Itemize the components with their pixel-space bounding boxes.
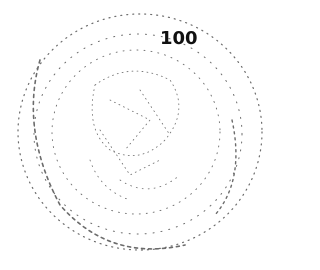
center-motif [90, 71, 180, 200]
motif-lower [90, 160, 180, 200]
page: {"label": "100"} 100 (() => { const data… [0, 0, 280, 270]
motif-outline [92, 71, 179, 156]
stamp-drawing: 100 [0, 0, 280, 270]
left-edge-shading [33, 60, 185, 249]
motif-strokes [100, 90, 170, 175]
inner-ring [52, 50, 220, 214]
middle-ring [34, 34, 242, 234]
denomination: 100 [160, 28, 198, 49]
right-edge-shading [215, 120, 236, 215]
